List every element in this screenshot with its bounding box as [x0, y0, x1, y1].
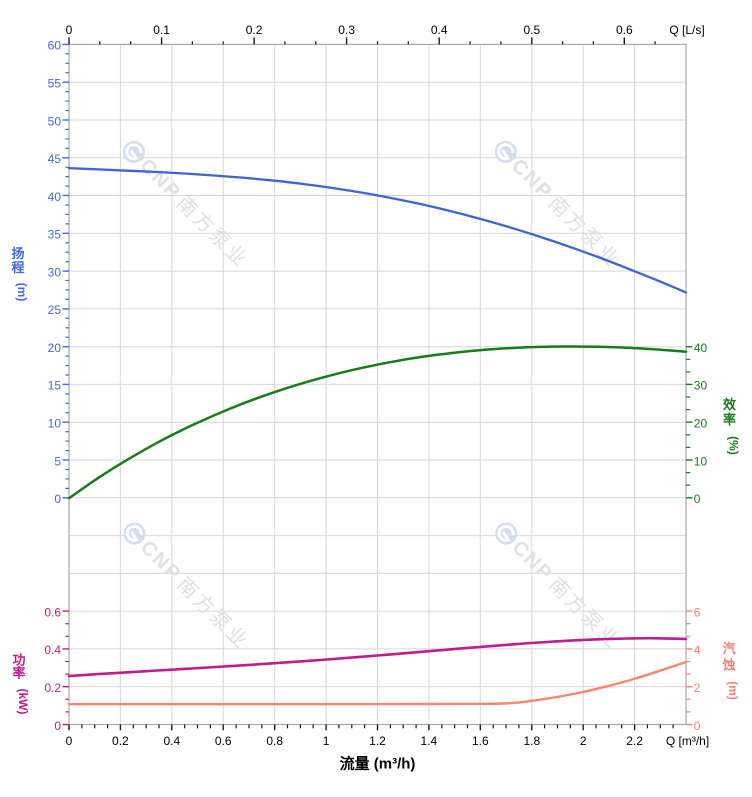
svg-text:25: 25: [48, 303, 62, 317]
svg-text:5: 5: [54, 454, 61, 468]
svg-text:60: 60: [48, 39, 62, 53]
svg-text:0.4: 0.4: [431, 23, 448, 37]
svg-text:率: 率: [723, 412, 736, 427]
svg-text:Q [m³/h]: Q [m³/h]: [666, 734, 709, 748]
svg-text:45: 45: [48, 152, 62, 166]
svg-text:40: 40: [48, 190, 62, 204]
svg-text:Q [L/s]: Q [L/s]: [669, 23, 704, 37]
svg-text:1: 1: [323, 734, 330, 748]
svg-text:40: 40: [694, 341, 708, 355]
svg-text:(kW): (kW): [16, 689, 30, 715]
svg-text:2: 2: [694, 681, 701, 695]
svg-text:流量 (m³/h): 流量 (m³/h): [340, 754, 416, 772]
svg-text:1.4: 1.4: [421, 734, 438, 748]
svg-text:扬: 扬: [11, 246, 24, 261]
svg-text:1.2: 1.2: [369, 734, 386, 748]
svg-text:15: 15: [48, 379, 62, 393]
svg-text:0.6: 0.6: [215, 734, 232, 748]
svg-text:(m): (m): [726, 681, 740, 700]
svg-text:6: 6: [694, 605, 701, 619]
svg-text:0.1: 0.1: [153, 23, 170, 37]
svg-text:0: 0: [54, 719, 61, 733]
svg-text:20: 20: [694, 417, 708, 431]
svg-text:20: 20: [48, 341, 62, 355]
svg-text:率: 率: [12, 666, 25, 681]
svg-text:0.5: 0.5: [523, 23, 540, 37]
svg-text:0: 0: [694, 492, 701, 506]
svg-text:30: 30: [48, 265, 62, 279]
svg-text:0: 0: [694, 719, 701, 733]
svg-text:0.6: 0.6: [616, 23, 633, 37]
svg-text:(%): (%): [727, 436, 741, 455]
svg-text:4: 4: [694, 643, 701, 657]
svg-text:10: 10: [694, 454, 708, 468]
svg-text:2.2: 2.2: [626, 734, 643, 748]
svg-text:10: 10: [48, 417, 62, 431]
svg-text:1.6: 1.6: [472, 734, 489, 748]
svg-text:0.2: 0.2: [246, 23, 263, 37]
svg-text:30: 30: [694, 379, 708, 393]
svg-text:35: 35: [48, 228, 62, 242]
svg-text:0.4: 0.4: [163, 734, 180, 748]
svg-text:0.3: 0.3: [338, 23, 355, 37]
svg-text:0: 0: [66, 734, 73, 748]
svg-text:(m): (m): [15, 283, 29, 302]
svg-text:0.6: 0.6: [44, 605, 61, 619]
svg-text:0: 0: [66, 23, 73, 37]
svg-text:0.4: 0.4: [44, 643, 61, 657]
svg-text:55: 55: [48, 77, 62, 91]
svg-text:0: 0: [54, 492, 61, 506]
svg-text:50: 50: [48, 114, 62, 128]
svg-text:1.8: 1.8: [523, 734, 540, 748]
svg-text:2: 2: [580, 734, 587, 748]
svg-text:效: 效: [723, 397, 737, 412]
svg-text:功: 功: [12, 653, 25, 668]
svg-text:蚀: 蚀: [721, 658, 735, 673]
svg-text:0.2: 0.2: [112, 734, 129, 748]
svg-text:程: 程: [11, 260, 24, 275]
svg-text:0.2: 0.2: [44, 681, 61, 695]
svg-text:0.8: 0.8: [266, 734, 283, 748]
svg-text:汽: 汽: [722, 641, 735, 656]
